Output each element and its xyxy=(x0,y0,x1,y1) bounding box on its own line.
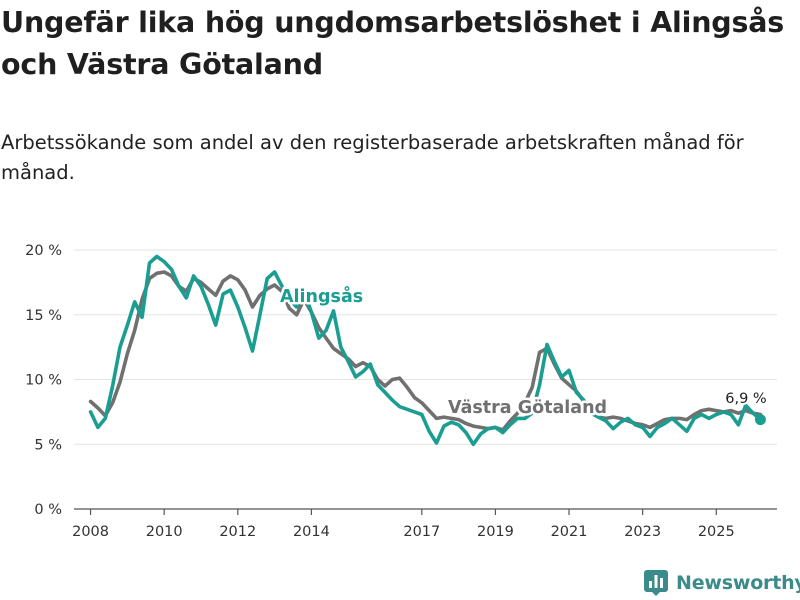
series-label-vastra-gotaland: Västra Götaland xyxy=(448,398,607,418)
y-tick-label: 15 % xyxy=(25,308,62,324)
y-tick-label: 10 % xyxy=(25,373,62,389)
series-label-alingsas-halo: Alingsås xyxy=(280,285,363,307)
x-tick-label: 2023 xyxy=(624,524,661,540)
x-tick-label: 2014 xyxy=(293,524,330,540)
x-tick-label: 2008 xyxy=(72,524,109,540)
x-tick-label: 2017 xyxy=(403,524,440,540)
x-tick-label: 2010 xyxy=(146,524,183,540)
chart-subtitle: Arbetssökande som andel av den registerb… xyxy=(1,131,744,184)
x-tick-label: 2019 xyxy=(477,524,514,540)
y-tick-label: 20 % xyxy=(25,243,62,259)
end-value-label: 6,9 % xyxy=(725,391,766,407)
newsworthy-brand: Newsworthy xyxy=(644,568,800,598)
series-line-vastra-gotaland xyxy=(88,270,763,432)
series-line-alingsas xyxy=(88,254,763,447)
brand-name: Newsworthy xyxy=(676,572,800,594)
bar-chart-icon xyxy=(644,570,668,596)
y-tick-label: 5 % xyxy=(34,437,62,453)
chart-title: Ungefär lika hög ungdomsarbetslöshet i A… xyxy=(1,6,785,81)
x-tick-label: 2021 xyxy=(551,524,588,540)
series-label-vastra-gotaland-halo: Västra Götaland xyxy=(448,398,607,418)
end-value-label-halo: 6,9 % xyxy=(725,391,766,407)
y-tick-label: 0 % xyxy=(34,502,62,518)
end-point-marker xyxy=(754,414,766,426)
x-tick-label: 2012 xyxy=(219,524,256,540)
series-label-alingsas: Alingsås xyxy=(280,285,363,307)
x-tick-label: 2025 xyxy=(698,524,735,540)
